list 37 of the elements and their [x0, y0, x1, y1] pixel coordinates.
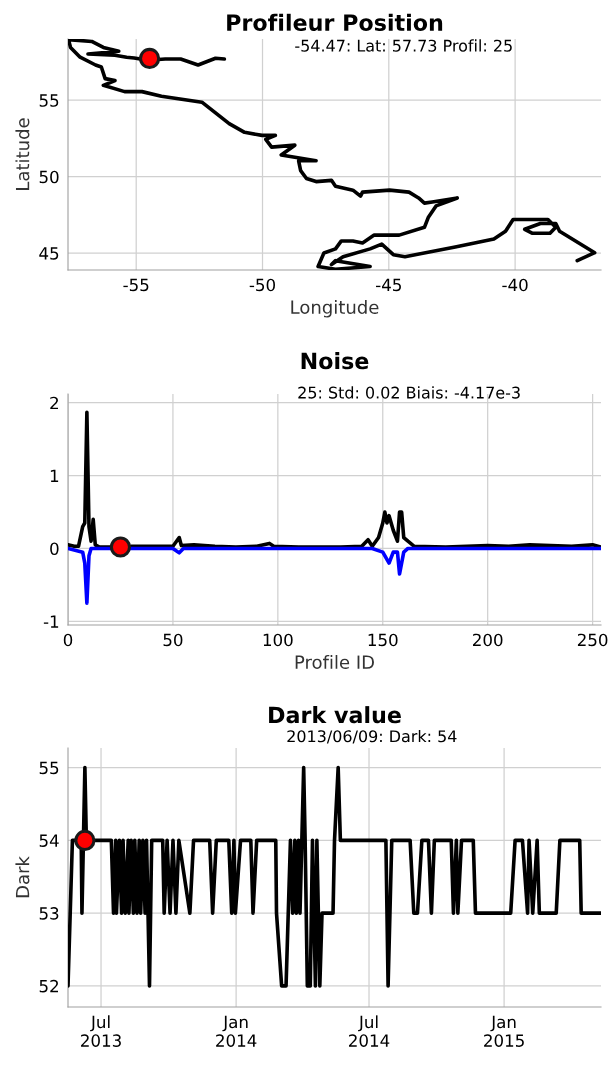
x-tick-label: Jul 2014	[349, 1015, 390, 1047]
y-tick-label: -1	[43, 615, 59, 628]
y-axis-title: Latitude	[15, 118, 30, 190]
y-tick-label: 2	[50, 396, 58, 410]
y-tick-label: 55	[39, 761, 59, 775]
x-tick-label: 50	[163, 633, 183, 647]
annotation: -54.47: Lat: 57.73 Profil: 25	[295, 39, 512, 52]
x-tick-label: 250	[577, 633, 608, 647]
y-tick-label: 1	[50, 469, 59, 482]
chart-title: Profileur Position	[227, 13, 443, 31]
x-axis-title: Profile ID	[295, 655, 374, 669]
y-tick-label: 0	[50, 542, 59, 556]
y-tick-label: 55	[39, 94, 59, 107]
x-tick-label: Jan 2014	[216, 1015, 257, 1047]
y-axis-title: Dark	[15, 856, 30, 898]
line-series	[68, 39, 597, 270]
chart-title: Dark value	[269, 706, 401, 724]
x-axis-title: Longitude	[291, 300, 379, 318]
y-tick-label: 54	[39, 834, 59, 847]
y-tick-label: 50	[39, 170, 59, 184]
y-tick-label: 53	[39, 907, 59, 920]
x-tick-label: 150	[368, 633, 398, 647]
y-tick-label: 52	[39, 979, 58, 993]
x-tick-label: -50	[249, 278, 276, 292]
y-tick-label: 45	[39, 247, 59, 260]
x-tick-label: Jan 2015	[484, 1015, 524, 1047]
x-tick-label: 100	[263, 633, 293, 647]
x-tick-label: 200	[473, 633, 503, 647]
x-tick-label: Jul 2013	[81, 1015, 121, 1047]
x-tick-label: -45	[376, 278, 401, 292]
line-series	[68, 765, 601, 988]
chart-title: Noise	[301, 352, 369, 370]
x-tick-label: -55	[123, 278, 149, 292]
x-tick-label: -40	[502, 278, 528, 292]
text: 2013/06/09: Dark: 54	[287, 729, 457, 744]
x-tick-label: 0	[63, 633, 73, 647]
annotation: 25: Std: 0.02 Biais: -4.17e-3	[298, 386, 520, 399]
